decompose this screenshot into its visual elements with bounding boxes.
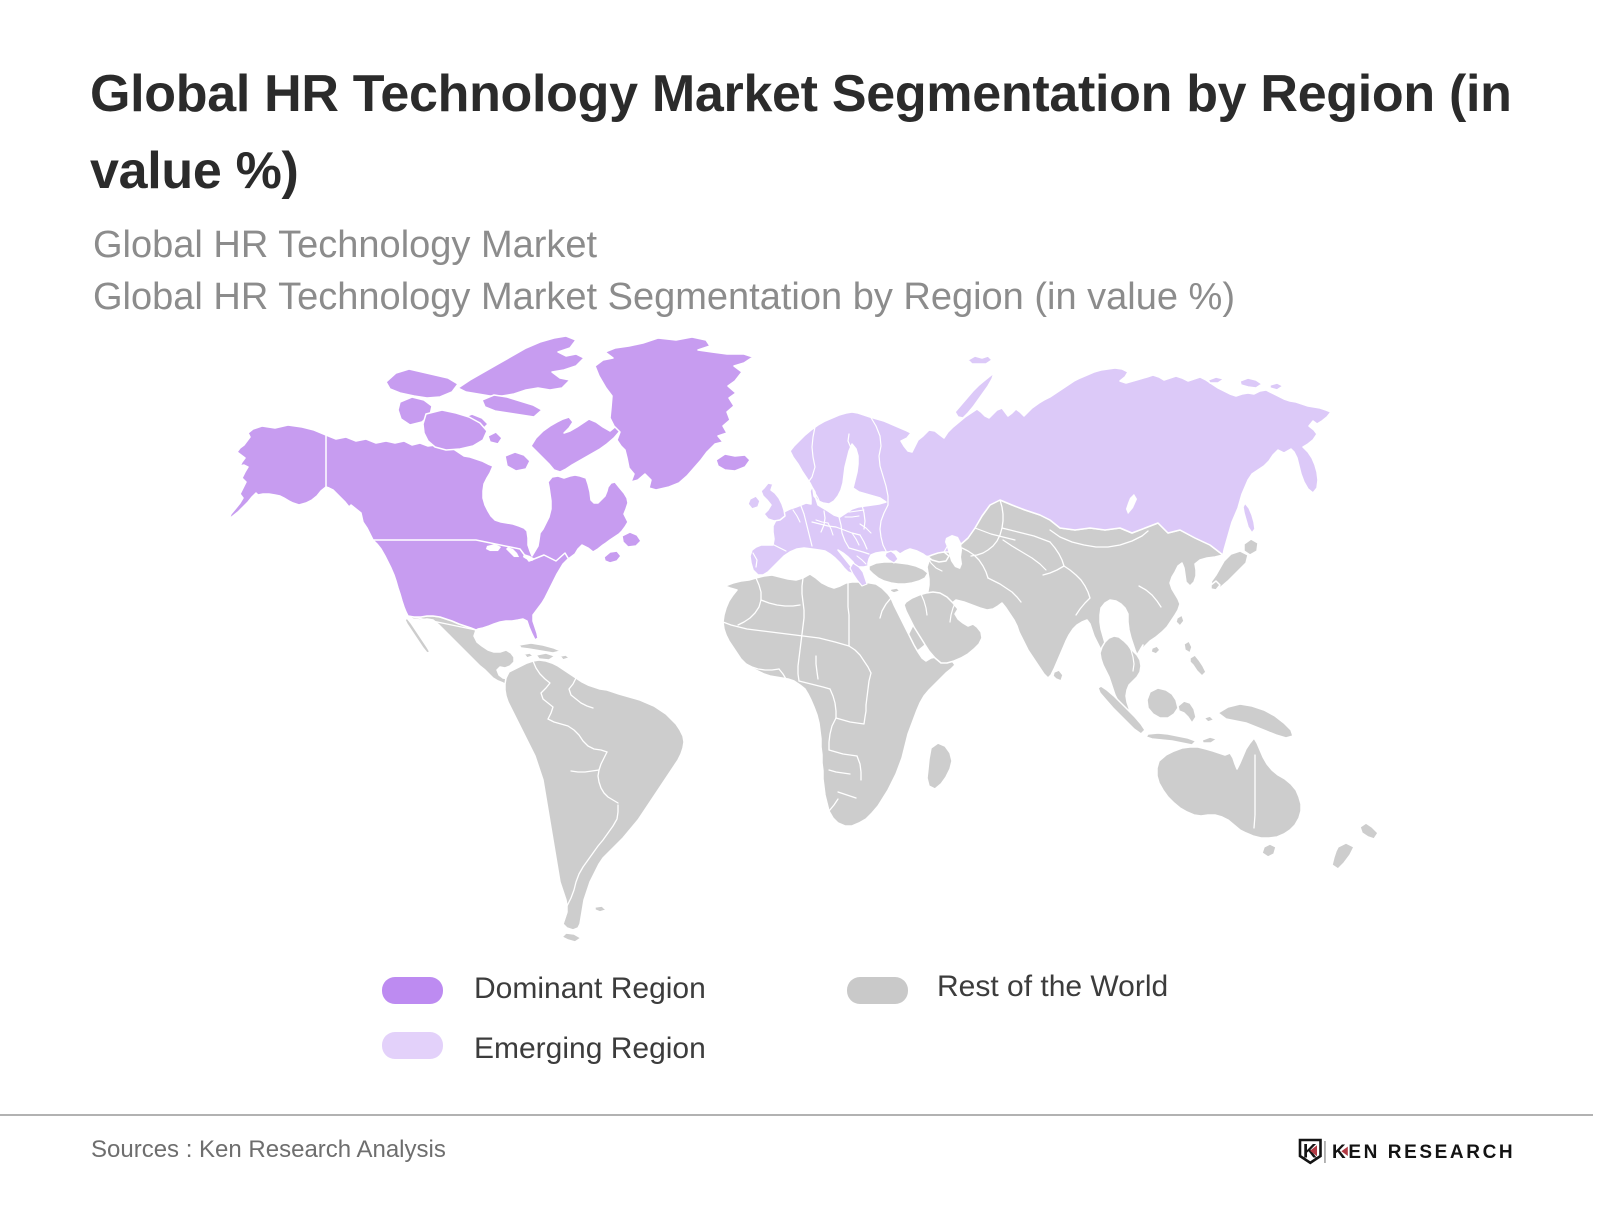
svg-text:K: K [1303,1142,1317,1163]
svg-text:KEN RESEARCH: KEN RESEARCH [1332,1142,1515,1163]
